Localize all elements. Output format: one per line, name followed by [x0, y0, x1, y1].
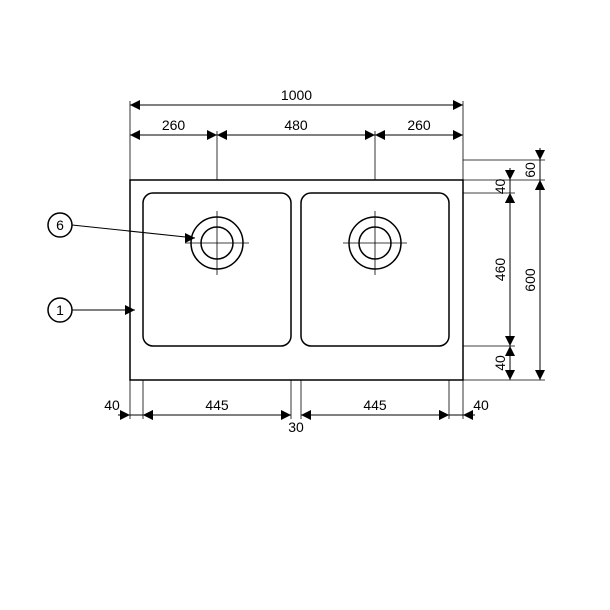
svg-text:40: 40 [473, 397, 489, 413]
svg-text:480: 480 [284, 117, 308, 133]
svg-text:1000: 1000 [281, 87, 312, 103]
svg-text:260: 260 [407, 117, 431, 133]
svg-text:6: 6 [56, 217, 64, 233]
svg-text:40: 40 [492, 355, 508, 371]
svg-text:40: 40 [492, 179, 508, 195]
svg-text:40: 40 [104, 397, 120, 413]
svg-text:445: 445 [363, 397, 387, 413]
svg-text:30: 30 [288, 419, 304, 435]
svg-text:1: 1 [56, 302, 64, 318]
svg-text:445: 445 [205, 397, 229, 413]
svg-text:60: 60 [522, 162, 538, 178]
svg-text:260: 260 [162, 117, 186, 133]
svg-text:460: 460 [492, 258, 508, 282]
svg-text:600: 600 [522, 268, 538, 292]
